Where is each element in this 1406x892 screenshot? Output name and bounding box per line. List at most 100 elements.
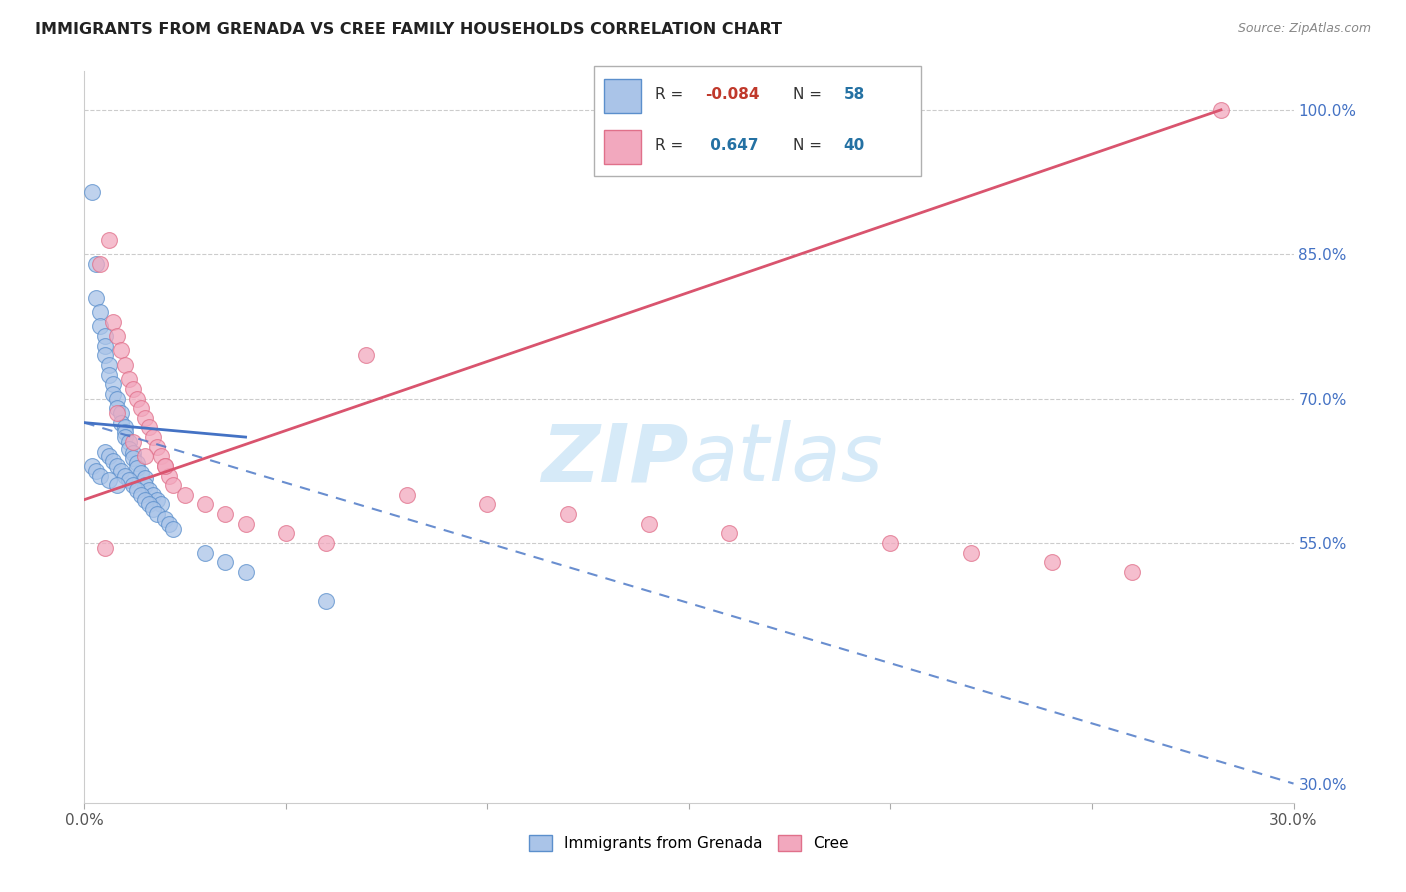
Point — [118, 442, 141, 456]
Point — [93, 444, 115, 458]
Point — [134, 410, 156, 425]
Point — [114, 430, 136, 444]
Point — [101, 315, 124, 329]
Point — [153, 512, 176, 526]
Point — [153, 458, 176, 473]
Point — [1121, 565, 1143, 579]
Point — [157, 516, 180, 531]
Point — [97, 358, 120, 372]
Point — [129, 466, 152, 480]
Point — [134, 470, 156, 484]
Text: -0.084: -0.084 — [706, 87, 759, 103]
FancyBboxPatch shape — [593, 66, 921, 176]
Point — [118, 372, 141, 386]
Point — [146, 440, 169, 454]
Text: R =: R = — [655, 138, 683, 153]
Point — [101, 377, 124, 392]
Point — [101, 454, 124, 468]
Point — [134, 450, 156, 464]
Point — [157, 468, 180, 483]
Point — [142, 430, 165, 444]
Point — [718, 526, 741, 541]
Point — [194, 498, 217, 512]
Point — [149, 498, 172, 512]
Point — [129, 401, 152, 416]
Point — [114, 358, 136, 372]
Point — [93, 329, 115, 343]
Point — [86, 291, 108, 305]
Point — [356, 348, 378, 362]
Point — [105, 478, 128, 492]
Point — [114, 420, 136, 434]
Point — [1209, 103, 1232, 117]
Point — [121, 434, 143, 449]
Point — [121, 446, 143, 460]
Point — [235, 516, 257, 531]
Text: N =: N = — [793, 87, 823, 103]
Point — [149, 450, 172, 464]
Text: atlas: atlas — [689, 420, 884, 498]
Point — [89, 257, 111, 271]
Point — [105, 392, 128, 406]
Point — [125, 392, 148, 406]
Point — [134, 492, 156, 507]
Text: IMMIGRANTS FROM GRENADA VS CREE FAMILY HOUSEHOLDS CORRELATION CHART: IMMIGRANTS FROM GRENADA VS CREE FAMILY H… — [35, 22, 782, 37]
Point — [89, 319, 111, 334]
Point — [879, 536, 901, 550]
Point — [93, 541, 115, 555]
Point — [105, 458, 128, 473]
Point — [235, 565, 257, 579]
Text: R =: R = — [655, 87, 683, 103]
Point — [118, 434, 141, 449]
Point — [129, 488, 152, 502]
Point — [82, 458, 104, 473]
Point — [121, 451, 143, 466]
Point — [194, 545, 217, 559]
Point — [960, 545, 983, 559]
Point — [97, 368, 120, 382]
Point — [89, 468, 111, 483]
Text: N =: N = — [793, 138, 823, 153]
Point — [121, 382, 143, 396]
Point — [153, 458, 176, 473]
Point — [125, 456, 148, 470]
Point — [110, 406, 132, 420]
Point — [214, 507, 236, 521]
Point — [97, 474, 120, 488]
Text: 0.647: 0.647 — [706, 138, 759, 153]
Point — [82, 185, 104, 199]
Point — [138, 483, 160, 497]
Point — [315, 536, 337, 550]
Point — [162, 521, 184, 535]
Point — [1040, 555, 1063, 569]
Text: 40: 40 — [844, 138, 865, 153]
Point — [86, 257, 108, 271]
Point — [142, 502, 165, 516]
Bar — [605, 78, 641, 113]
Point — [274, 526, 297, 541]
Point — [315, 593, 337, 607]
Point — [125, 483, 148, 497]
Point — [93, 348, 115, 362]
Point — [97, 233, 120, 247]
Point — [138, 498, 160, 512]
Point — [105, 329, 128, 343]
Point — [174, 488, 197, 502]
Point — [162, 478, 184, 492]
Text: ZIP: ZIP — [541, 420, 689, 498]
Bar — [605, 129, 641, 164]
Point — [105, 406, 128, 420]
Point — [477, 498, 499, 512]
Point — [114, 468, 136, 483]
Text: Source: ZipAtlas.com: Source: ZipAtlas.com — [1237, 22, 1371, 36]
Point — [110, 343, 132, 358]
Text: 58: 58 — [844, 87, 865, 103]
Point — [97, 450, 120, 464]
Point — [134, 478, 156, 492]
Point — [637, 516, 659, 531]
Point — [93, 338, 115, 352]
Legend: Immigrants from Grenada, Cree: Immigrants from Grenada, Cree — [523, 830, 855, 857]
Point — [138, 420, 160, 434]
Point — [146, 507, 169, 521]
Point — [110, 464, 132, 478]
